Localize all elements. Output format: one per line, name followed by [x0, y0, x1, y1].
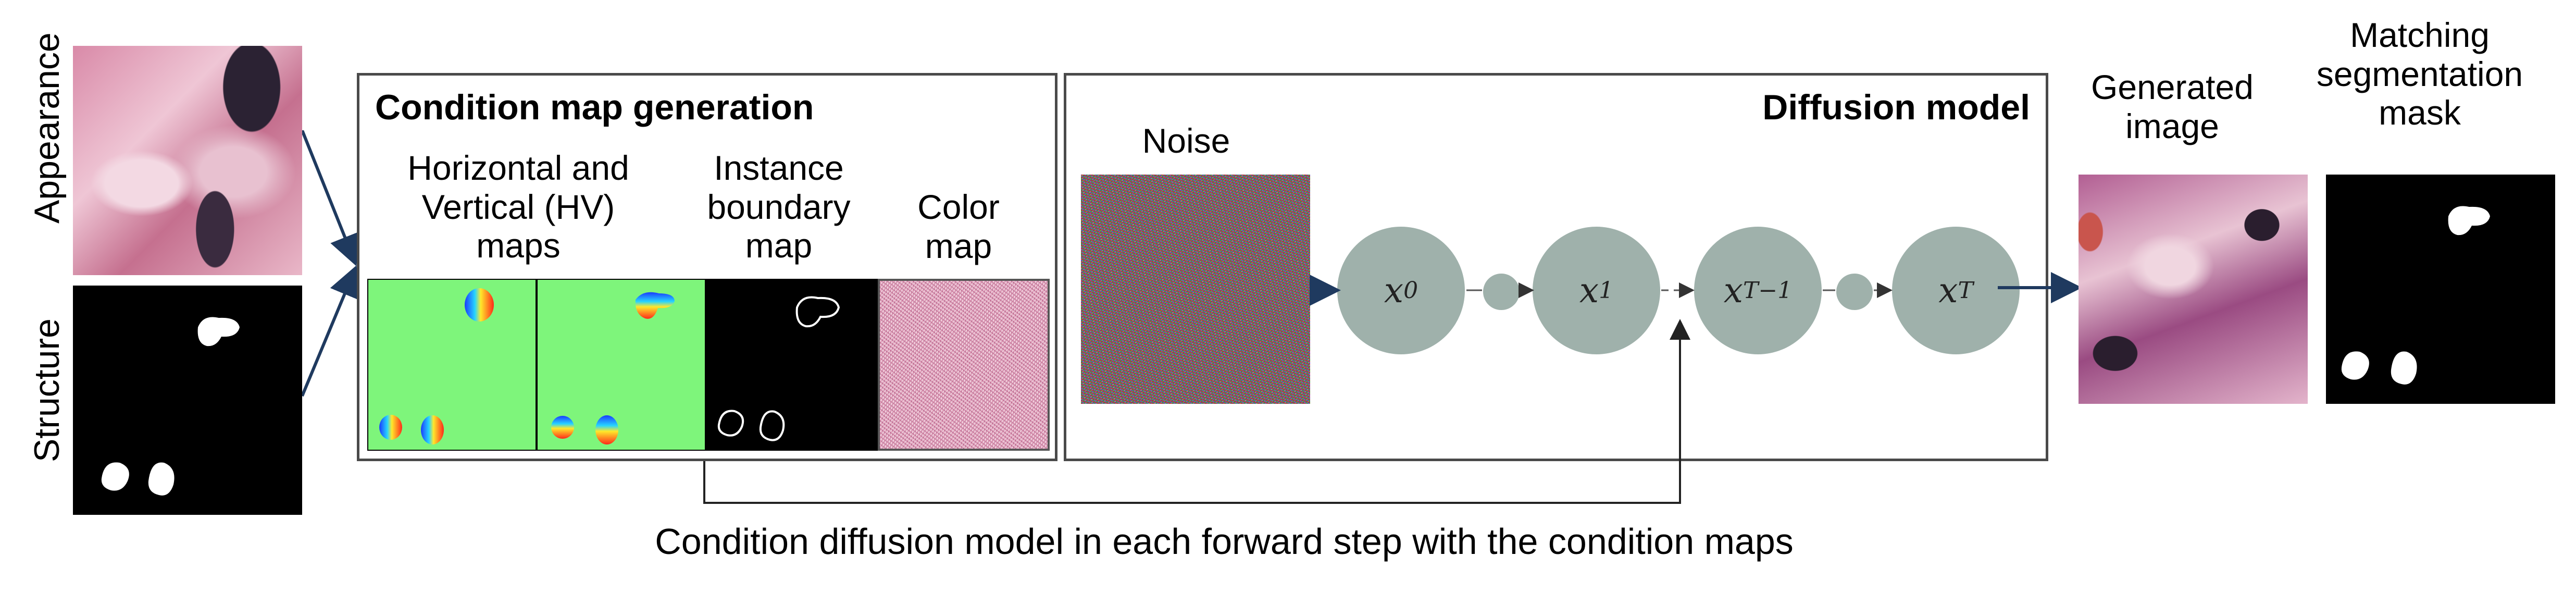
hv-maps-label: Horizontal and Vertical (HV) maps [407, 149, 629, 265]
color-map-label: Color map [917, 188, 1000, 265]
intermediate-dot-2 [1836, 274, 1873, 310]
instance-boundary-map [706, 279, 878, 451]
boundary-map-label: Instance boundary map [707, 149, 851, 265]
noise-label: Noise [1142, 121, 1230, 160]
diffusion-panel-title: Diffusion model [1762, 88, 2030, 127]
diffusion-chain-arrows [1310, 275, 1893, 306]
figure-caption: Condition diffusion model in each forwar… [655, 521, 1794, 562]
intermediate-dot-1 [1483, 274, 1520, 310]
structure-image [73, 286, 302, 515]
generated-image [2079, 175, 2308, 404]
input-arrows [302, 130, 360, 397]
hv-vertical-map [537, 279, 706, 451]
state-node-xT-1: x T−1 [1694, 227, 1822, 354]
color-map [878, 279, 1050, 451]
hv-horizontal-map [367, 279, 537, 451]
appearance-image [73, 46, 302, 275]
segmentation-mask-label: Matching segmentation mask [2316, 16, 2523, 132]
noise-image [1081, 175, 1310, 404]
generated-image-label: Generated image [2091, 68, 2254, 145]
condition-map-panel: Condition map generation Horizontal and … [357, 73, 1057, 461]
condition-panel-title: Condition map generation [375, 88, 814, 127]
segmentation-mask-image [2326, 175, 2555, 404]
